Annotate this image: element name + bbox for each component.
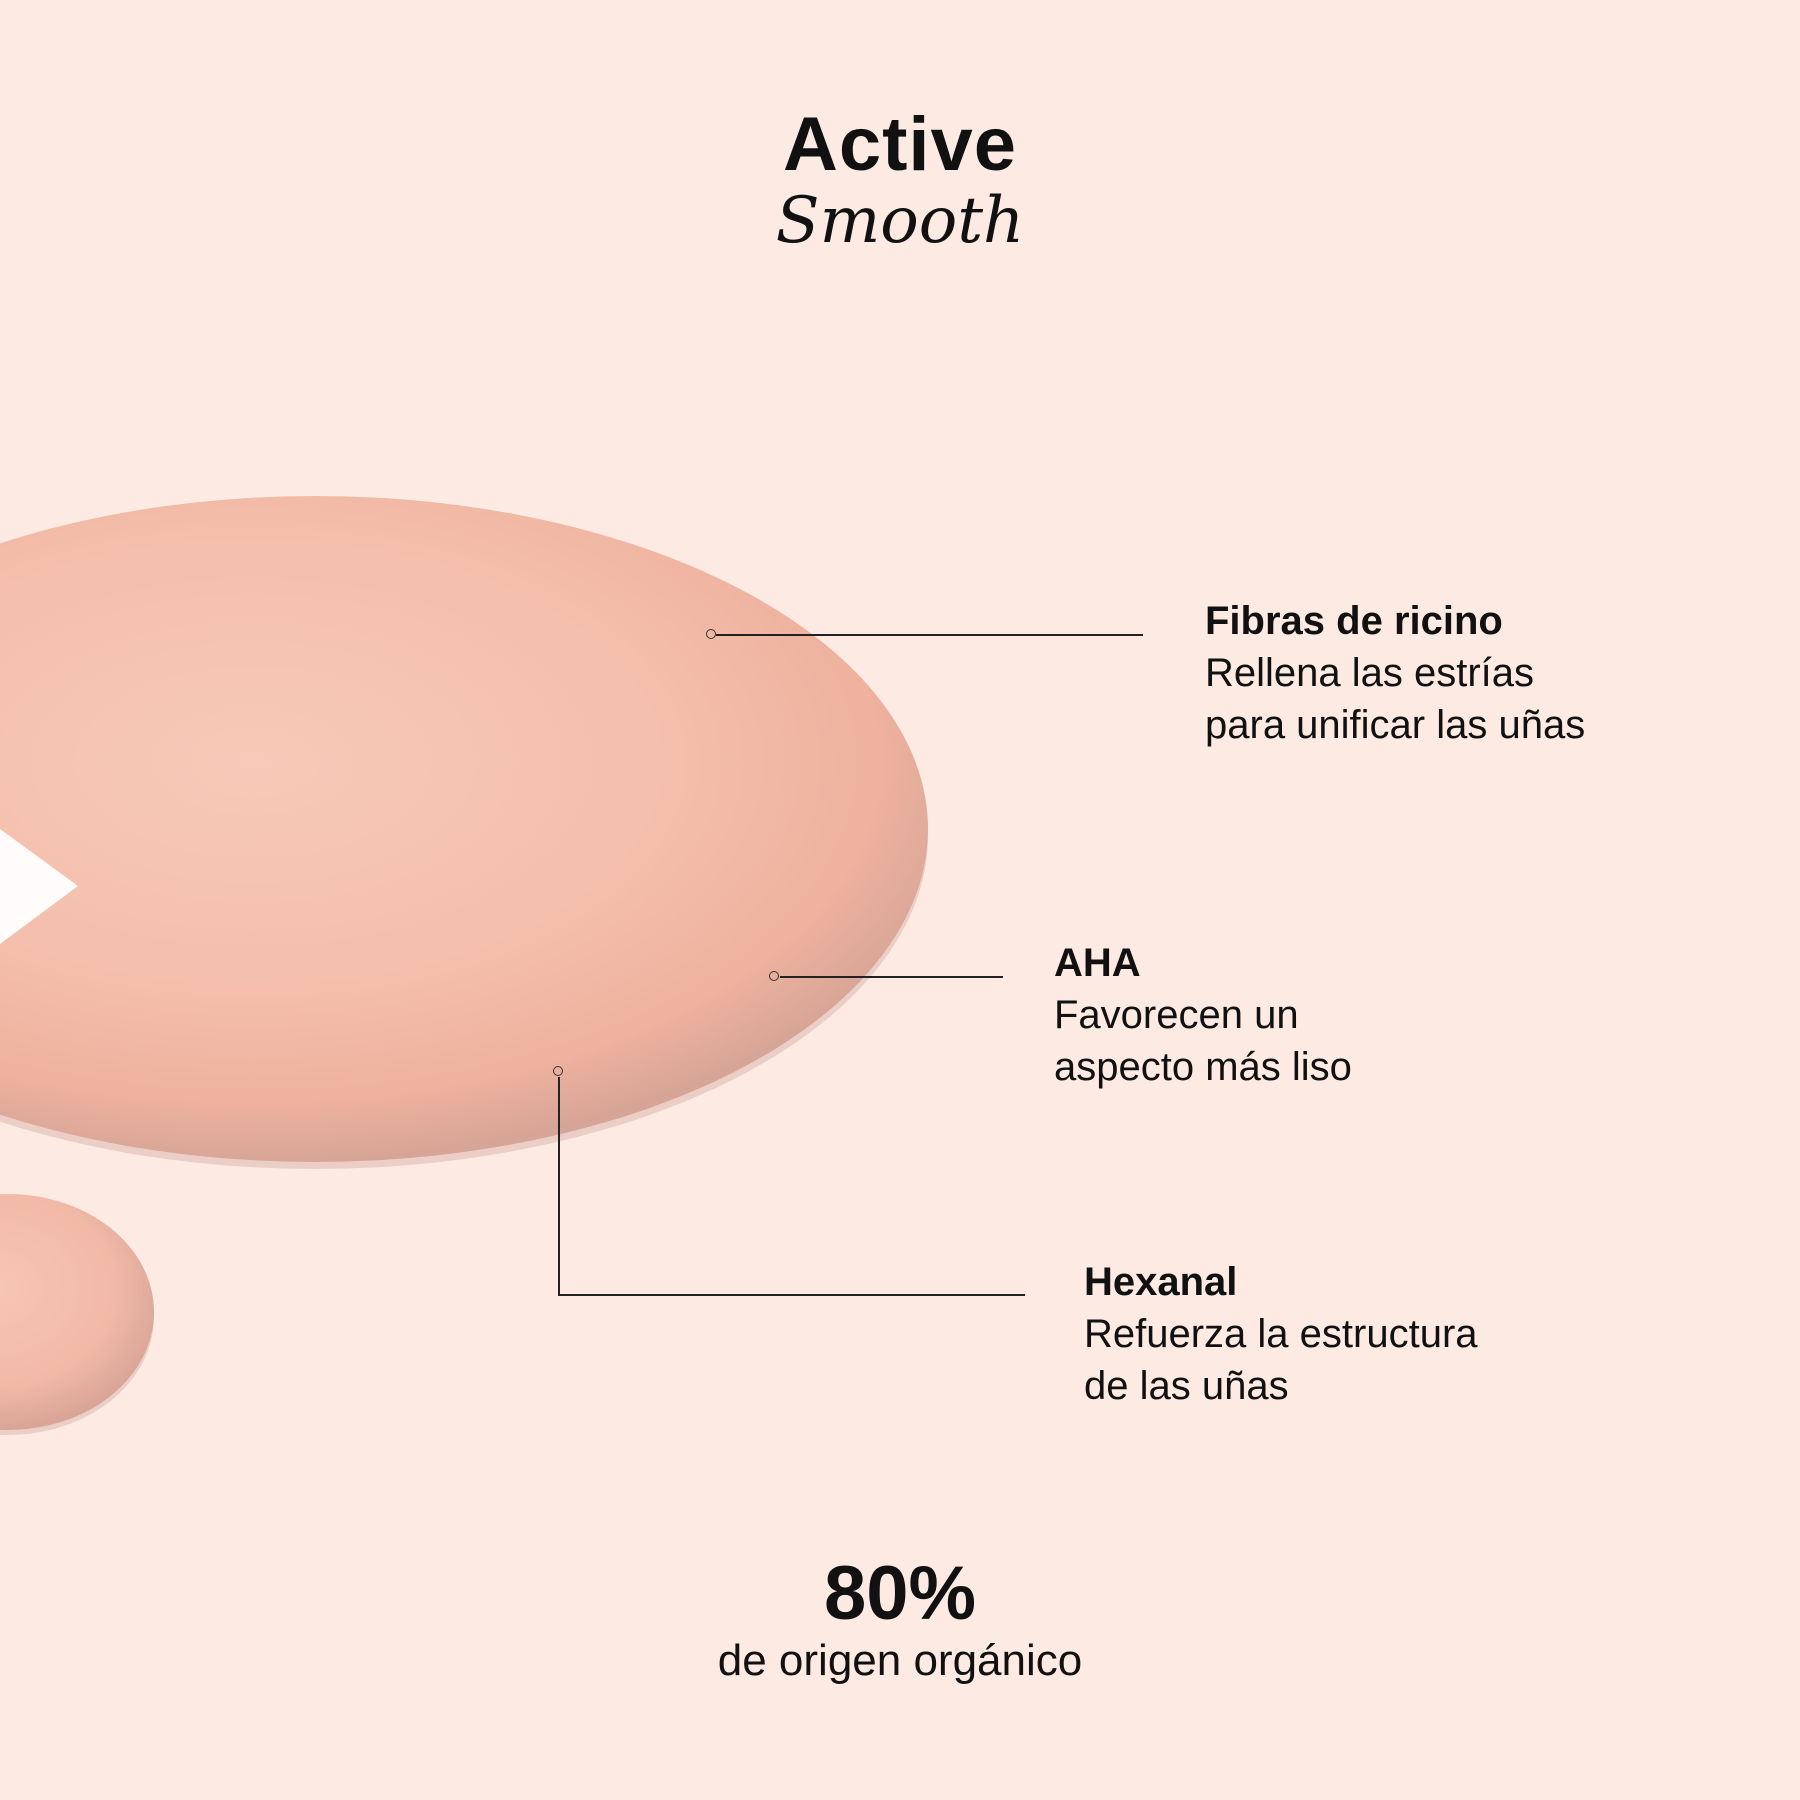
ingredient-desc-2: de las uñas — [1084, 1364, 1289, 1408]
callout-dot — [769, 971, 779, 981]
ingredient-name: Fibras de ricino — [1205, 599, 1503, 643]
ingredient-desc-1: Favorecen un — [1054, 993, 1299, 1037]
callout-dot — [553, 1066, 563, 1076]
large-drop-image — [0, 496, 928, 1162]
ingredient-name: AHA — [1054, 941, 1141, 985]
ingredient-desc-2: aspecto más liso — [1054, 1045, 1352, 1089]
callout-line — [780, 976, 1003, 978]
callout-line — [716, 634, 1143, 636]
callout-dot — [706, 629, 716, 639]
callout-line — [558, 1294, 1025, 1296]
small-drop-image — [0, 1194, 154, 1430]
callout-line — [558, 1077, 560, 1295]
organic-label: de origen orgánico — [717, 1636, 1083, 1685]
ingredient-desc-1: Rellena las estrías — [1205, 651, 1535, 695]
ingredient-aha: AHA Favorecen un aspecto más liso — [1054, 937, 1352, 1093]
ingredient-name: Hexanal — [1084, 1260, 1238, 1304]
ingredient-hexanal: Hexanal Refuerza la estructura de las uñ… — [1084, 1256, 1478, 1412]
product-title: Active — [782, 102, 1018, 187]
product-subtitle: Smooth — [775, 184, 1025, 258]
ingredient-desc-1: Refuerza la estructura — [1084, 1312, 1478, 1356]
ingredient-fibras: Fibras de ricino Rellena las estrías par… — [1205, 595, 1585, 751]
ingredient-desc-2: para unificar las uñas — [1205, 703, 1586, 747]
organic-percentage: 80% — [823, 1551, 977, 1636]
drop-highlight — [0, 829, 78, 944]
